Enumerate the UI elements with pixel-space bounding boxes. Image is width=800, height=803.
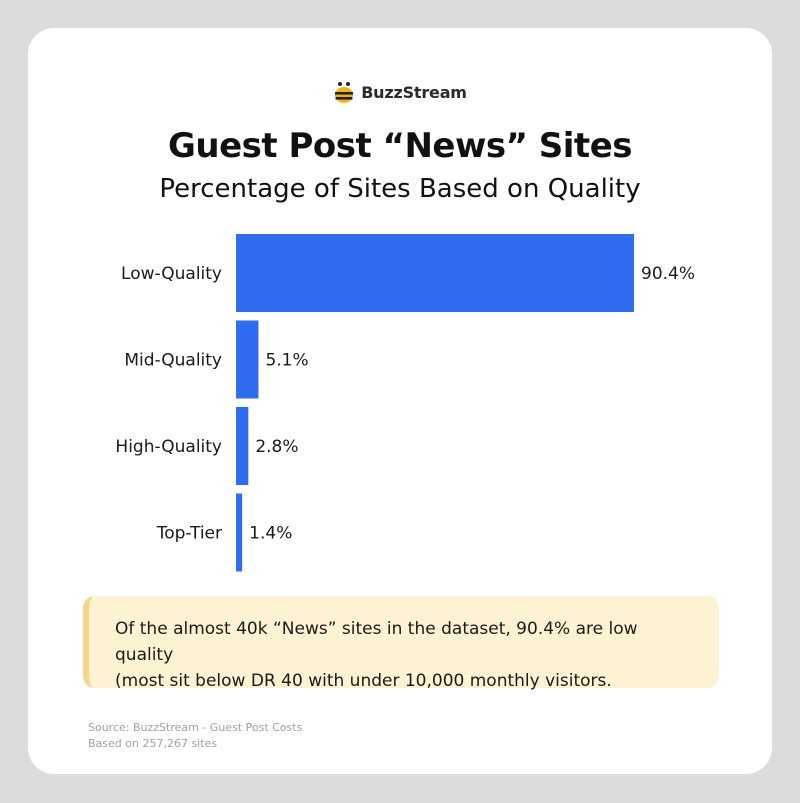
basis-text: Based on 257,267 sites bbox=[88, 737, 218, 750]
bar-low-quality bbox=[236, 234, 634, 312]
chart-subtitle: Percentage of Sites Based on Quality bbox=[159, 174, 641, 204]
callout-line-1: Of the almost 40k “News” sites in the da… bbox=[115, 619, 638, 665]
value-label-top-tier: 1.4% bbox=[249, 524, 292, 544]
source-text: Source: BuzzStream - Guest Post Costs bbox=[88, 721, 303, 734]
bar-mid-quality bbox=[236, 320, 259, 399]
brand-logo: BuzzStream bbox=[28, 80, 772, 104]
bar-top-tier bbox=[236, 493, 243, 572]
bar-chart: Low-Quality 90.4% Mid-Quality 5.1% High-Qual… bbox=[115, 234, 695, 572]
insight-callout: Of the almost 40k “News” sites in the da… bbox=[83, 596, 719, 691]
value-label-low-quality: 90.4% bbox=[641, 264, 695, 284]
category-label-top-tier: Top-Tier bbox=[156, 524, 222, 544]
callout-line-2: (most sit below DR 40 with under 10,000 … bbox=[115, 671, 612, 691]
bar-high-quality bbox=[236, 407, 249, 485]
source-note: Source: BuzzStream - Guest Post Costs Ba… bbox=[88, 720, 302, 752]
brand-name: BuzzStream bbox=[361, 82, 467, 102]
chart-title: Guest Post “News” Sites bbox=[168, 126, 633, 166]
category-label-low-quality: Low-Quality bbox=[121, 264, 222, 284]
infographic-card: BuzzStream Guest Post “News” Sites Perce… bbox=[28, 28, 772, 774]
category-label-high-quality: High-Quality bbox=[115, 437, 222, 457]
value-label-mid-quality: 5.1% bbox=[265, 351, 308, 371]
value-label-high-quality: 2.8% bbox=[255, 437, 298, 457]
category-label-mid-quality: Mid-Quality bbox=[124, 351, 222, 371]
bee-icon bbox=[335, 82, 354, 103]
